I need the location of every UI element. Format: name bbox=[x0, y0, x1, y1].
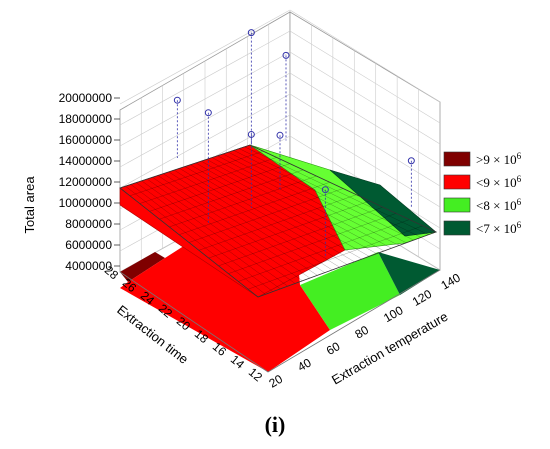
x-tick-label: 100 bbox=[381, 303, 406, 325]
mesh-line bbox=[228, 213, 397, 274]
legend-label: <8 × 106 bbox=[476, 197, 522, 213]
mesh-line bbox=[152, 177, 303, 281]
wall-gridline bbox=[119, 9, 291, 105]
legend-label: <7 × 106 bbox=[476, 220, 522, 236]
x-tick-label: 20 bbox=[267, 372, 286, 391]
z-tick-label: 18000000 bbox=[59, 112, 113, 126]
mesh-line bbox=[136, 182, 281, 290]
z-tick-label: 20000000 bbox=[59, 91, 113, 105]
wall-gridline bbox=[289, 9, 441, 103]
response-surface bbox=[119, 144, 438, 298]
wall-gridline bbox=[289, 114, 441, 208]
x-tick-label: 80 bbox=[353, 323, 372, 342]
mesh-line bbox=[208, 200, 370, 259]
mesh-line bbox=[130, 184, 273, 292]
z-tick-label: 8000000 bbox=[65, 217, 112, 231]
z-tick-label: 16000000 bbox=[59, 133, 113, 147]
z-axis-ticks: 4000000 6000000 8000000 10000000 12000000 140… bbox=[59, 91, 120, 273]
z-tick-label: 10000000 bbox=[59, 196, 113, 210]
floor-edge bbox=[119, 269, 441, 373]
observed-point bbox=[173, 96, 181, 104]
x-tick-label: 60 bbox=[324, 339, 343, 358]
mesh-line bbox=[157, 175, 311, 279]
mesh-line bbox=[222, 153, 400, 246]
mesh-line bbox=[146, 178, 296, 284]
mesh-line bbox=[228, 151, 407, 244]
panel-label: (i) bbox=[265, 412, 286, 437]
mesh-line bbox=[190, 164, 355, 263]
observed-point bbox=[407, 157, 415, 165]
mesh-line bbox=[125, 186, 266, 295]
observed-point bbox=[247, 29, 255, 37]
z-tick-label: 4000000 bbox=[65, 259, 112, 273]
mesh-line bbox=[238, 219, 410, 282]
observed-point bbox=[247, 130, 255, 138]
mesh-line bbox=[233, 150, 414, 241]
floor-region-dark-red bbox=[120, 252, 165, 282]
mesh-line bbox=[211, 157, 385, 252]
legend-label: <9 × 106 bbox=[476, 174, 522, 190]
mesh-line bbox=[184, 166, 348, 265]
legend-exponent: 6 bbox=[517, 174, 522, 184]
observed-point bbox=[321, 186, 329, 194]
z-tick-label: 6000000 bbox=[65, 238, 112, 252]
z-tick-label: 14000000 bbox=[59, 154, 113, 168]
legend-swatch bbox=[443, 220, 471, 236]
mesh-line bbox=[163, 173, 318, 276]
observed-point bbox=[204, 109, 212, 117]
z-tick-label: 12000000 bbox=[59, 175, 113, 189]
mesh-line bbox=[206, 159, 377, 254]
mesh-line bbox=[201, 160, 370, 257]
legend-exponent: 6 bbox=[517, 151, 522, 161]
mesh-line bbox=[129, 150, 264, 197]
mesh-line bbox=[248, 225, 423, 290]
mesh-line bbox=[217, 155, 392, 249]
mesh-line bbox=[149, 163, 290, 212]
wall-gridline bbox=[289, 51, 441, 145]
mesh-line bbox=[174, 169, 333, 271]
x-tick-label: 120 bbox=[410, 287, 435, 309]
observed-points bbox=[173, 29, 415, 258]
mesh-line bbox=[141, 180, 288, 287]
legend-exponent: 6 bbox=[517, 197, 522, 207]
wall-gridline bbox=[289, 72, 441, 166]
legend-swatch bbox=[443, 197, 471, 213]
mesh-line bbox=[179, 182, 330, 235]
mesh-line bbox=[218, 206, 383, 267]
legend-swatch bbox=[443, 174, 471, 190]
floor-region-dark-green bbox=[378, 252, 440, 295]
wall-gridline bbox=[289, 30, 441, 124]
mesh-line bbox=[139, 157, 277, 204]
mesh-line bbox=[198, 194, 357, 251]
x-tick-label: 40 bbox=[295, 355, 314, 374]
surface-mesh bbox=[119, 144, 438, 298]
mesh-line bbox=[195, 162, 362, 260]
floor-region-green bbox=[300, 252, 400, 330]
legend-exponent: 6 bbox=[517, 220, 522, 230]
legend: >9 × 106 <9 × 106 <8 × 106 <7 × 106 bbox=[443, 151, 522, 236]
mesh-line bbox=[244, 146, 429, 235]
surface-outline bbox=[119, 144, 438, 298]
mesh-line bbox=[188, 188, 344, 243]
z-axis-label: Total area bbox=[22, 176, 37, 234]
wall-gridline bbox=[289, 93, 441, 187]
mesh-line bbox=[168, 171, 325, 273]
x-tick-label: 140 bbox=[439, 270, 464, 292]
legend-swatch bbox=[443, 151, 471, 167]
mesh-line bbox=[169, 175, 317, 228]
mesh-line bbox=[239, 148, 422, 238]
observed-point bbox=[282, 51, 290, 59]
legend-label: >9 × 106 bbox=[476, 151, 522, 167]
observed-point bbox=[276, 131, 284, 139]
mesh-line bbox=[159, 169, 304, 220]
mesh-line bbox=[179, 168, 340, 268]
